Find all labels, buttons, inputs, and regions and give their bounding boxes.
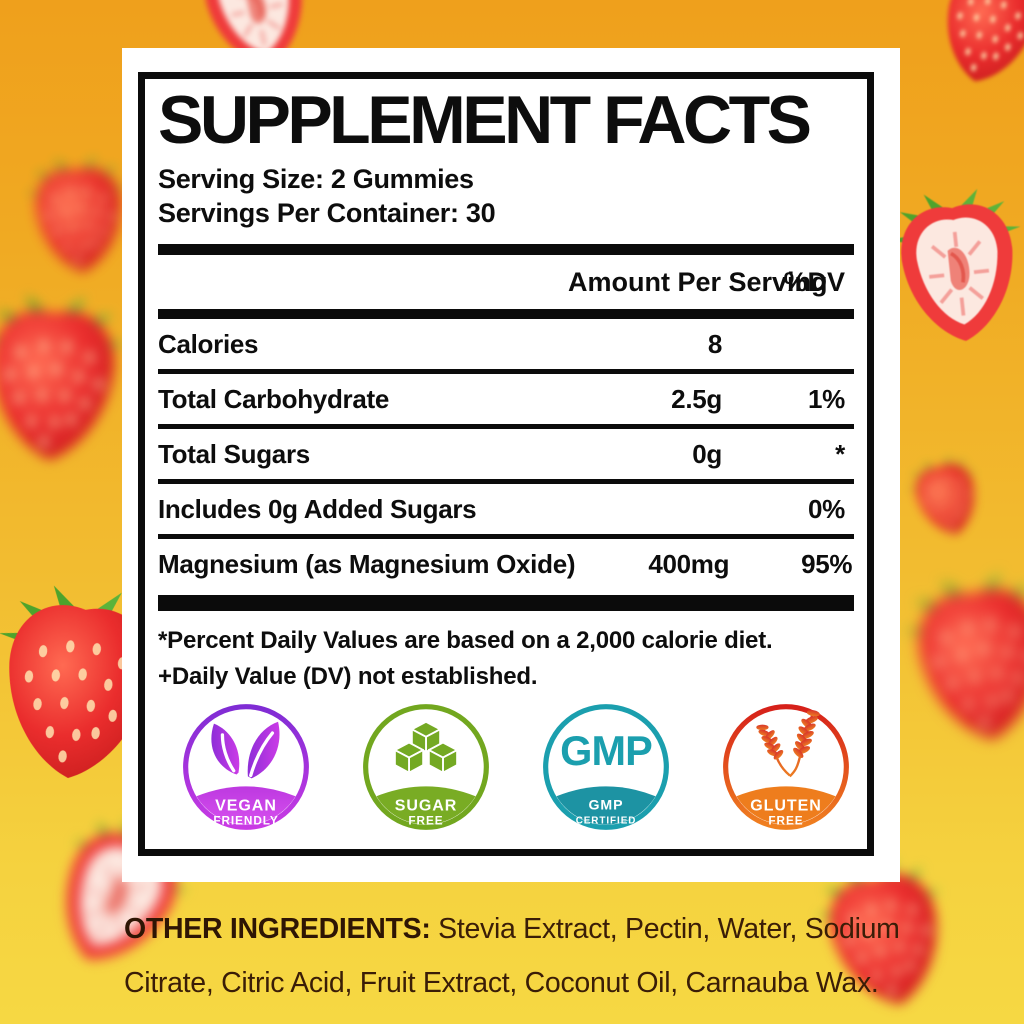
sugar-free-badge: SUGAR FREE <box>363 704 489 831</box>
other-ingredients-text: OTHER INGREDIENTS: Stevia Extract, Pecti… <box>124 902 914 1010</box>
vegan-friendly-badge: VEGAN FRIENDLY <box>183 704 309 831</box>
gmp-letters-icon: GMP <box>560 728 652 775</box>
servings-per-container-text: Servings Per Container: 30 <box>158 198 496 229</box>
amount-value: 0g <box>692 438 722 469</box>
strawberry-image-top-right <box>913 0 1024 110</box>
amount-value: 8 <box>707 328 722 359</box>
footnote-daily-values: *Percent Daily Values are based on a 2,0… <box>158 627 773 655</box>
dv-header: %DV <box>783 266 845 297</box>
divider-bar-header <box>158 309 854 320</box>
table-row-calories: Calories 8 <box>158 319 854 369</box>
badge-label-line2: FREE <box>768 815 803 828</box>
gluten-free-badge: GLUTEN FREE <box>723 704 849 831</box>
footnotes: *Percent Daily Values are based on a 2,0… <box>158 623 854 695</box>
dv-value: 1% <box>808 383 845 414</box>
nutrient-label: Total Carbohydrate <box>158 383 390 414</box>
strawberry-image-right-lower-blur <box>881 558 1024 771</box>
dv-value: 0% <box>808 493 845 524</box>
badge-label-line1: GMP <box>588 797 623 813</box>
page-title: SUPPLEMENT FACTS <box>158 82 812 158</box>
row-separator <box>158 369 854 375</box>
strawberry-image-left-mid-blur <box>0 287 138 483</box>
table-row-total-sugars: Total Sugars 0g * <box>158 429 854 479</box>
row-separator <box>158 424 854 430</box>
divider-bar-top <box>158 244 854 256</box>
footnote-dv-not-established: +Daily Value (DV) not established. <box>158 663 538 691</box>
table-header-row: Amount Per Serving %DV <box>158 255 854 309</box>
other-ingredients-label: OTHER INGREDIENTS: <box>124 913 431 945</box>
row-separator <box>158 479 854 485</box>
supplement-facts-card: SUPPLEMENT FACTS Serving Size: 2 Gummies… <box>122 48 900 882</box>
divider-bar-bottom <box>158 595 854 612</box>
certification-badges: VEGAN FRIENDLY SUGAR FREE <box>158 701 854 833</box>
supplement-facts-panel: SUPPLEMENT FACTS Serving Size: 2 Gummies… <box>138 72 874 856</box>
sugar-cubes-icon <box>393 721 459 774</box>
table-row-total-carbohydrate: Total Carbohydrate 2.5g 1% <box>158 374 854 424</box>
badge-label-line1: GLUTEN <box>750 797 822 815</box>
strawberry-image-right-small-blur <box>890 444 1005 556</box>
nutrient-label: Calories <box>158 328 259 359</box>
badge-label-line1: SUGAR <box>395 797 458 815</box>
wheat-icon <box>756 710 820 778</box>
badge-label-line2: CERTIFIED <box>576 816 637 827</box>
table-row-added-sugars: Includes 0g Added Sugars 0% <box>158 484 854 534</box>
amount-value: 400mg <box>648 548 730 579</box>
gmp-certified-badge: GMP GMP CERTIFIED <box>543 704 669 831</box>
dv-value: * <box>835 438 845 469</box>
nutrient-label: Includes 0g Added Sugars <box>158 493 477 524</box>
badge-label-line2: FRIENDLY <box>213 815 278 828</box>
serving-size-text: Serving Size: 2 Gummies <box>158 164 474 195</box>
row-separator <box>158 534 854 540</box>
badge-label-line2: FREE <box>408 815 443 828</box>
dv-value: 95% <box>801 548 853 579</box>
nutrient-label: Magnesium (as Magnesium Oxide) <box>158 548 576 579</box>
badge-label-line1: VEGAN <box>215 797 277 815</box>
amount-value: 2.5g <box>671 383 722 414</box>
amount-per-serving-header: Amount Per Serving <box>568 266 828 297</box>
table-row-magnesium: Magnesium (as Magnesium Oxide) 400mg 95% <box>158 539 854 589</box>
nutrient-label: Total Sugars <box>158 438 310 469</box>
leaf-icon <box>211 722 280 779</box>
